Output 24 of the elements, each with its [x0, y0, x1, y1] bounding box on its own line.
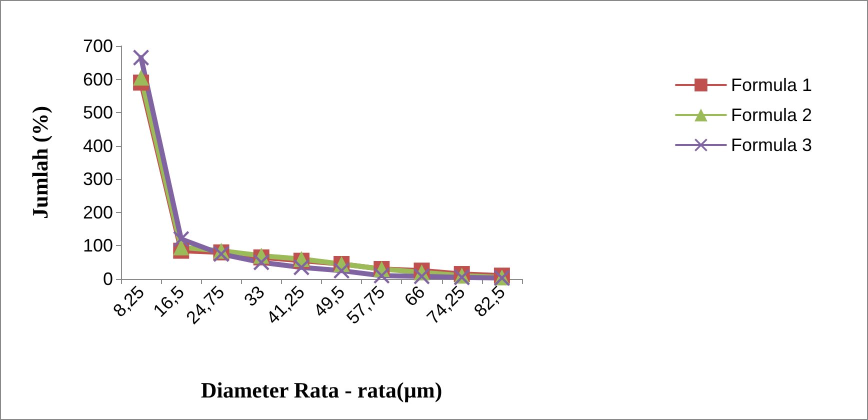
y-tick-label: 300: [82, 169, 113, 190]
point: [414, 268, 430, 284]
legend-label: Formula 1: [730, 75, 812, 95]
y-tick-label: 700: [82, 36, 113, 56]
point: [253, 254, 270, 270]
y-tick-label: 500: [82, 102, 113, 123]
point: [334, 262, 350, 279]
y-axis-title: Jumlah (%): [28, 106, 52, 220]
y-tick-label: 600: [82, 69, 113, 90]
point: [374, 268, 390, 284]
x-tick-label: 33: [240, 282, 268, 310]
point: [293, 259, 310, 276]
point: [133, 50, 150, 66]
x-axis-title: Diameter Rata - rata(µm): [200, 378, 442, 402]
legend-label: Formula 2: [730, 105, 812, 125]
point: [173, 231, 190, 248]
legend-label: Formula 3: [730, 135, 812, 155]
y-tick-label: 100: [82, 236, 113, 256]
point: [133, 70, 150, 86]
y-tick-label: 0: [102, 269, 113, 289]
y-tick-label: 400: [82, 136, 113, 156]
y-tick-label: 200: [82, 202, 113, 222]
x-tick-label: 66: [400, 282, 429, 310]
point: [173, 239, 190, 256]
